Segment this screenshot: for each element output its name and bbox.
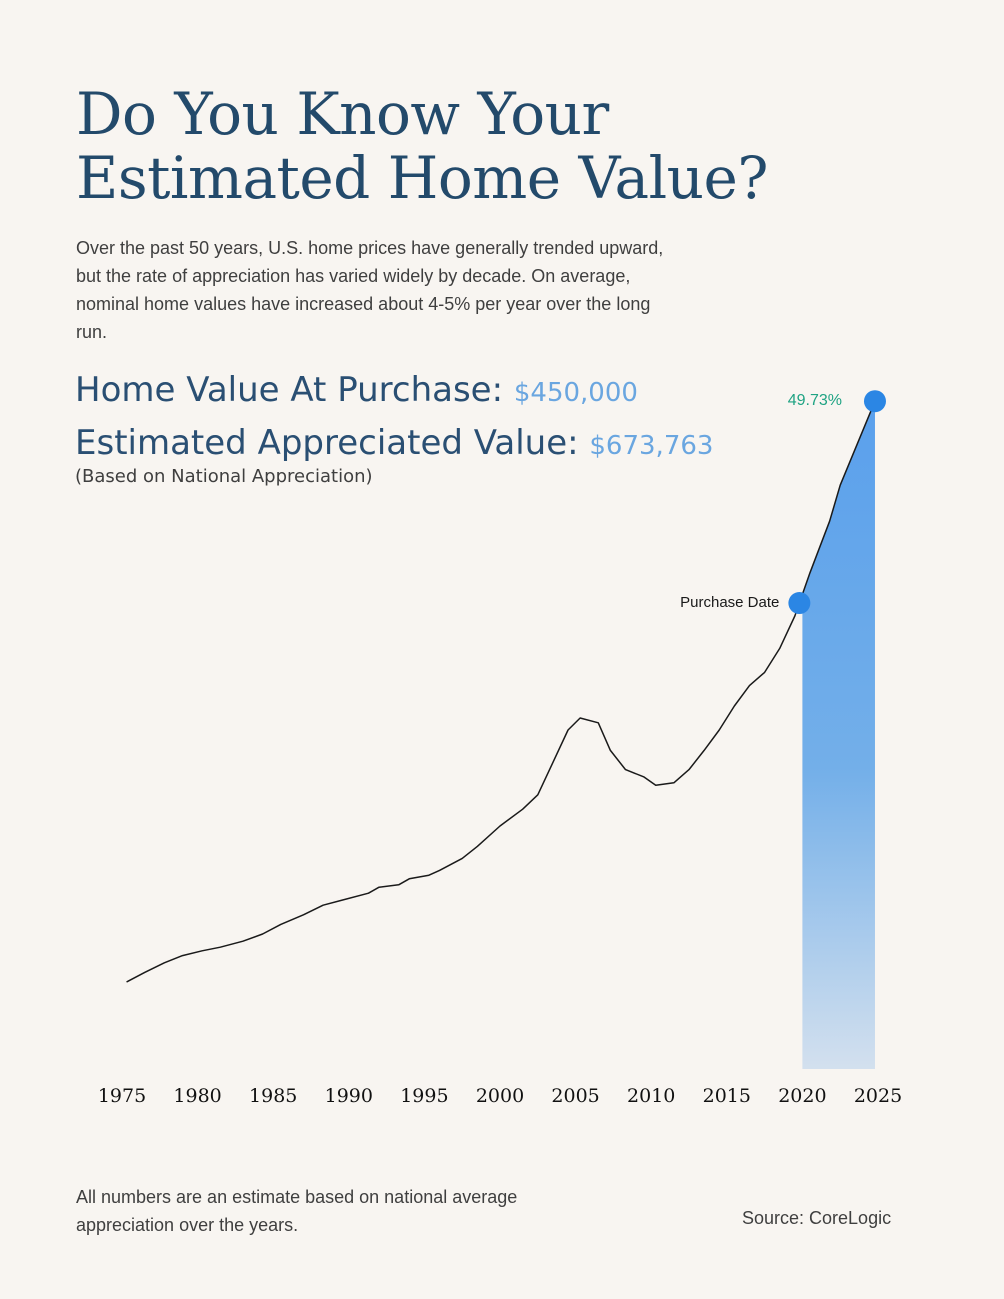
appreciated-value-label: Estimated Appreciated Value: <box>75 423 579 463</box>
title-line-2: Estimated Home Value? <box>76 144 768 212</box>
x-tick-label: 2000 <box>476 1085 524 1107</box>
purchase-date-marker <box>788 592 811 615</box>
home-value-line <box>126 400 876 983</box>
x-tick-label: 2005 <box>551 1085 599 1107</box>
purchase-value-amount: $450,000 <box>513 378 638 408</box>
appreciated-value-row: Estimated Appreciated Value: $673,763 <box>75 423 713 463</box>
source-credit: Source: CoreLogic <box>742 1208 892 1228</box>
purchase-value-row: Home Value At Purchase: $450,000 <box>75 370 638 410</box>
purchase-date-label: Purchase Date <box>680 594 779 611</box>
purchase-value-label: Home Value At Purchase: <box>75 370 504 410</box>
appreciation-percent-label: 49.73% <box>788 392 842 409</box>
appreciation-area <box>802 401 875 1069</box>
appreciated-value-amount: $673,763 <box>589 431 714 461</box>
x-tick-label: 1975 <box>98 1085 146 1107</box>
x-tick-label: 1995 <box>400 1085 448 1107</box>
home-value-chart: Purchase Date 49.73% 1975 1980 1985 1990 1995 2… <box>98 390 902 1107</box>
intro-paragraph: Over the past 50 years, U.S. home prices… <box>76 238 664 342</box>
x-tick-label: 1980 <box>173 1085 221 1107</box>
x-tick-label: 1985 <box>249 1085 297 1107</box>
x-tick-label: 2010 <box>627 1085 675 1107</box>
x-tick-label: 2020 <box>778 1085 826 1107</box>
current-value-marker <box>863 390 886 413</box>
x-tick-label: 1990 <box>325 1085 373 1107</box>
x-tick-label: 2015 <box>703 1085 751 1107</box>
title-line-1: Do You Know Your <box>76 80 609 148</box>
x-tick-label: 2025 <box>854 1085 902 1107</box>
basis-note: (Based on National Appreciation) <box>75 466 373 487</box>
page-title: Do You Know Your Estimated Home Value? <box>76 82 768 210</box>
footnote: All numbers are an estimate based on nat… <box>76 1187 518 1235</box>
